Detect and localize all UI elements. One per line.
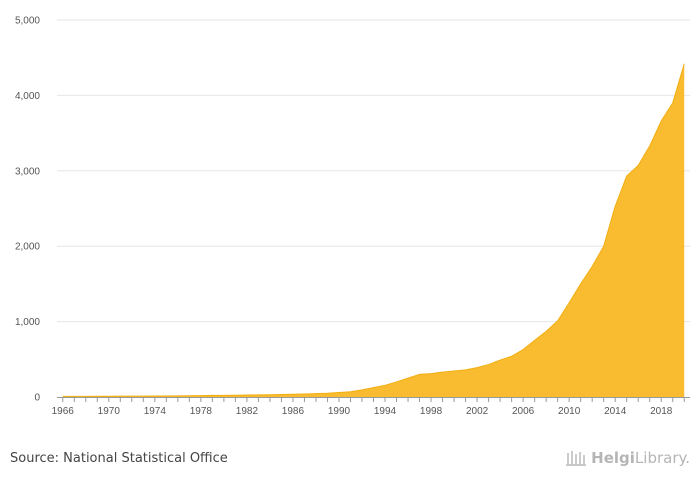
brand-name-regular: Library. [634,449,690,467]
library-icon [566,451,587,466]
footer: Source: National Statistical Office Helg… [0,440,700,483]
y-tick-label: 4,000 [15,91,40,102]
y-axis: 0 1,000 2,000 3,000 4,000 5,000 [15,16,40,404]
x-tick-label: 1966 [52,406,75,417]
area-series [62,63,685,398]
x-tick-label: 1986 [282,406,305,417]
source-note: Source: National Statistical Office [10,451,228,466]
x-tick-label: 1982 [236,406,259,417]
x-tick-label: 1978 [190,406,213,417]
x-tick-label: 1990 [328,406,351,417]
y-tick-label: 1,000 [15,317,40,328]
x-tick-label: 2014 [604,406,627,417]
series-area [62,63,685,398]
brand-name-bold: Helgi [591,449,635,467]
x-tick-label: 1974 [144,406,167,417]
y-tick-label: 0 [34,393,40,404]
series-line [62,63,685,397]
y-tick-label: 5,000 [15,16,40,27]
x-tick-label: 2010 [558,406,581,417]
x-tick-label: 1994 [374,406,397,417]
x-tick-label: 1970 [98,406,121,417]
y-tick-label: 3,000 [15,166,40,177]
brand-logo[interactable]: HelgiLibrary. [565,449,690,467]
x-tick-label: 2002 [466,406,489,417]
x-tick-label: 2006 [512,406,535,417]
x-axis: 1966 1970 1974 1978 1982 1986 1990 1994 1998 2002… [52,397,690,417]
y-tick-label: 2,000 [15,242,40,253]
x-tick-label: 1998 [420,406,443,417]
x-tick-label: 2018 [650,406,673,417]
